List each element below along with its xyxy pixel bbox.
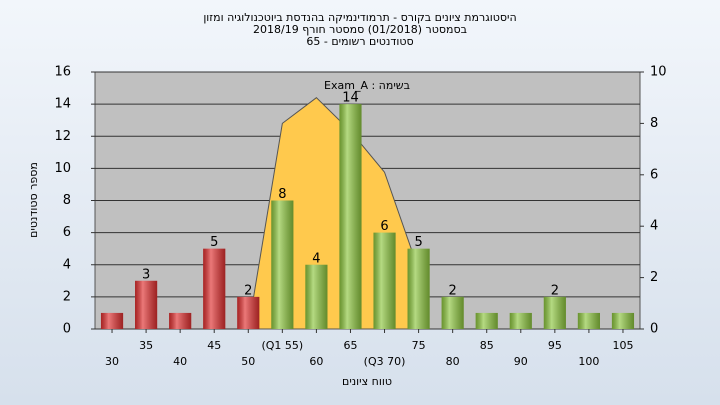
y2-tick-label: 8 — [650, 116, 658, 131]
y2-tick-label: 2 — [650, 270, 658, 285]
x-axis-label: טווח ציונים — [342, 375, 392, 388]
bar-shade — [475, 312, 498, 329]
value-label: 14 — [342, 91, 359, 106]
x-tick-label: 75 — [412, 339, 426, 352]
y-tick-label: 16 — [54, 65, 71, 80]
x-tick-label: 90 — [514, 355, 528, 368]
x-tick-label: 65 — [343, 339, 357, 352]
value-label: 3 — [142, 267, 150, 282]
y-tick-label: 0 — [63, 322, 71, 337]
bar-shade — [169, 312, 192, 329]
x-tick-label: 85 — [480, 339, 494, 352]
bar-shade — [407, 248, 430, 329]
y-tick-label: 4 — [63, 257, 71, 272]
bar-shade — [373, 232, 396, 329]
y2-tick-label: 10 — [650, 65, 667, 80]
x-tick-label: 35 — [139, 339, 153, 352]
bar-shade — [271, 200, 294, 329]
x-tick-label: 95 — [548, 339, 562, 352]
x-tick-label: 60 — [309, 355, 323, 368]
value-label: 6 — [380, 219, 388, 234]
x-tick-label: 45 — [207, 339, 221, 352]
x-tick-label: (Q3 70) — [364, 355, 406, 368]
bar-shade — [611, 312, 635, 329]
y2-tick-label: 4 — [650, 219, 658, 234]
y-tick-label: 12 — [54, 129, 71, 144]
x-tick-label: 30 — [105, 355, 119, 368]
value-label: 5 — [210, 235, 218, 250]
value-label: 4 — [312, 251, 320, 266]
bar-shade — [577, 312, 600, 329]
y-tick-label: 6 — [63, 225, 71, 240]
x-tick-label: (Q1 55) — [261, 339, 303, 352]
y-tick-label: 14 — [54, 97, 71, 112]
x-tick-label: 100 — [578, 355, 599, 368]
value-label: 8 — [278, 187, 286, 202]
y-tick-label: 8 — [63, 193, 71, 208]
bar-shade — [237, 296, 260, 329]
y-tick-label: 10 — [54, 161, 71, 176]
chart-subtitle: בסמסטר (01/2018) סמסטר חורף 2018/19 — [253, 23, 467, 36]
chart-subtitle: סטודנטים רשומים - 65 — [306, 35, 413, 48]
bar-shade — [509, 312, 532, 329]
y2-tick-label: 0 — [650, 322, 658, 337]
value-label: 2 — [551, 283, 559, 298]
bar-shade — [135, 280, 158, 329]
bar-shade — [305, 264, 328, 329]
bar-shade — [441, 296, 464, 329]
annotation: Exam_A : בשימה — [324, 79, 410, 92]
value-label: 2 — [449, 283, 457, 298]
bar-shade — [543, 296, 566, 329]
y-axis-label: מספר סטודנטים — [27, 162, 40, 238]
value-label: 5 — [414, 235, 422, 250]
x-tick-label: 80 — [446, 355, 460, 368]
chart-title: היסטוגרמת ציונים בקורס - תרמודינמיקה בהנ… — [203, 11, 516, 24]
bar-shade — [100, 312, 124, 329]
x-tick-label: 50 — [241, 355, 255, 368]
x-tick-label: 105 — [612, 339, 633, 352]
x-tick-label: 40 — [173, 355, 187, 368]
y2-tick-label: 6 — [650, 167, 658, 182]
bar-shade — [339, 104, 362, 329]
y-tick-label: 2 — [63, 289, 71, 304]
value-label: 2 — [244, 283, 252, 298]
bar-shade — [203, 248, 226, 329]
